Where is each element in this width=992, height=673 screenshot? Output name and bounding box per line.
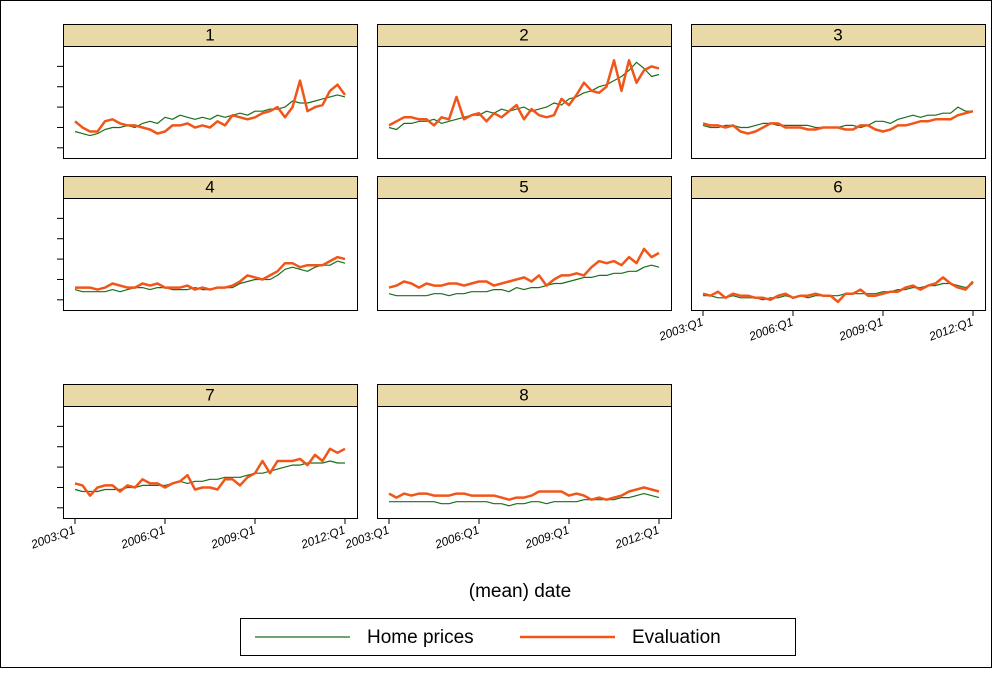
panel-title: 6 <box>833 177 842 196</box>
series-line <box>388 247 660 289</box>
series-line <box>74 460 345 493</box>
plot-area <box>377 198 672 311</box>
legend-label: Evaluation <box>632 627 721 648</box>
panel-title: 4 <box>205 177 214 196</box>
panel-title: 5 <box>519 177 528 196</box>
series-line <box>388 486 660 501</box>
series-line <box>388 61 660 131</box>
series-line <box>388 264 660 297</box>
plot-area <box>377 406 672 519</box>
series-line <box>74 79 347 135</box>
plot-area <box>691 46 986 159</box>
series-line <box>702 276 974 304</box>
x-axis-label: (mean) date <box>469 581 571 602</box>
series-line <box>702 109 974 135</box>
legend-label: Home prices <box>367 627 474 648</box>
plot-area <box>63 198 358 311</box>
panel-title: 8 <box>519 385 528 404</box>
panel-title: 2 <box>519 25 528 44</box>
panel-title: 3 <box>833 25 842 44</box>
panel-title: 7 <box>205 385 214 404</box>
panel-title: 1 <box>205 25 214 44</box>
series-line <box>389 493 660 507</box>
series-line <box>75 255 346 291</box>
series-line <box>74 447 346 497</box>
plot-area <box>691 198 986 311</box>
plot-area <box>377 46 672 159</box>
series-line <box>388 59 660 127</box>
plot-area <box>63 46 358 159</box>
series-line <box>74 94 346 137</box>
